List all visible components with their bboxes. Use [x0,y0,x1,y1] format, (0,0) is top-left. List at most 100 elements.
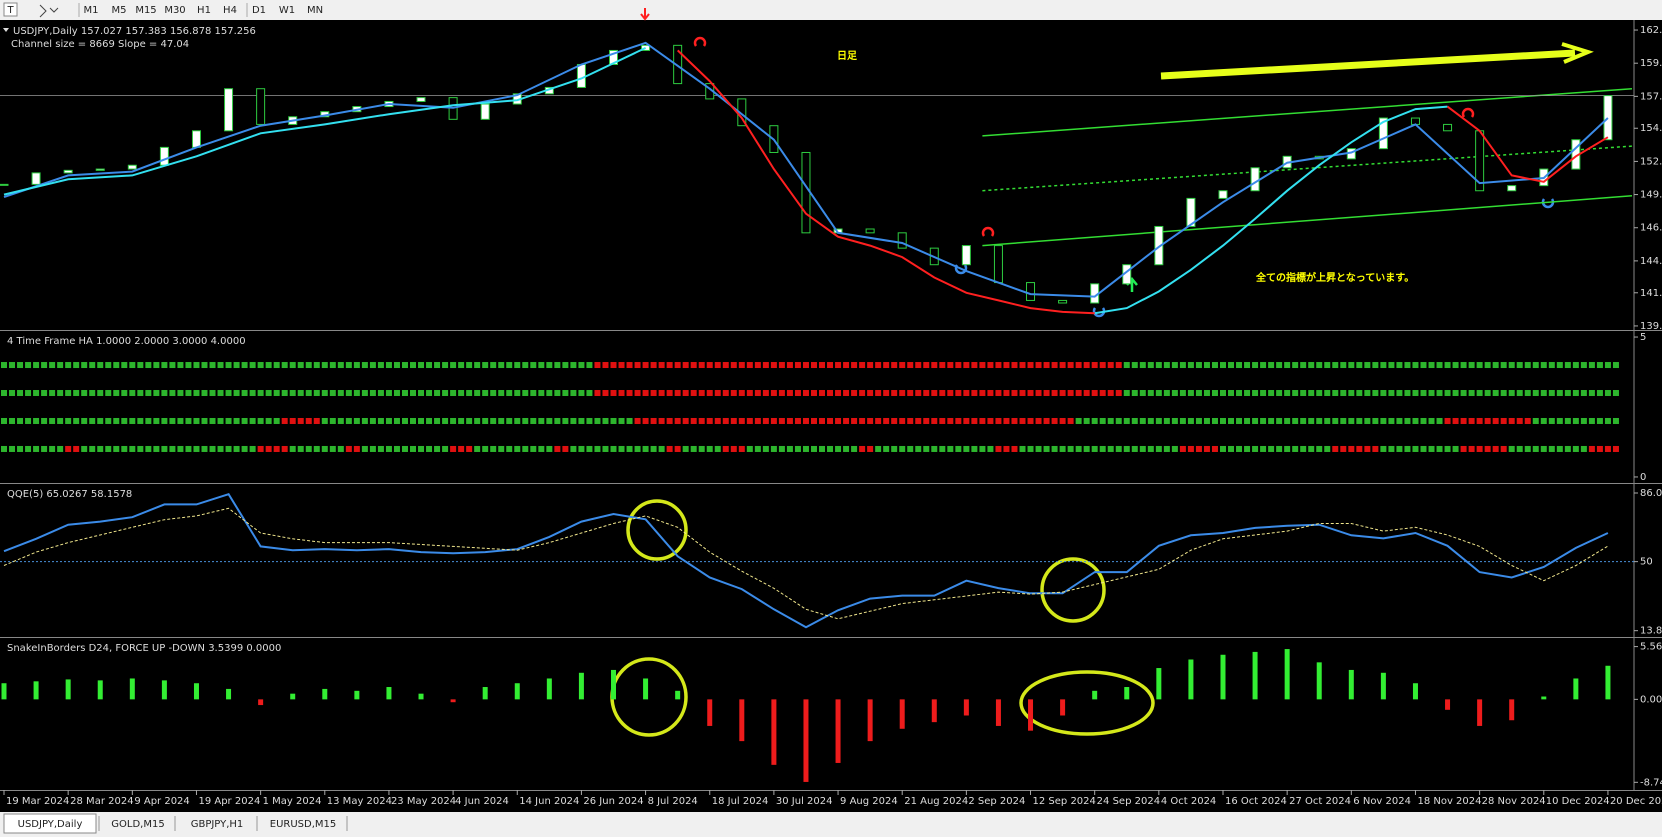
ha-dot [827,445,834,452]
tab-label[interactable]: EURUSD,M15 [270,819,336,830]
ha-dot [1468,445,1475,452]
tab[interactable] [3,813,97,834]
timeframe-button[interactable]: M30 [164,5,185,16]
timeframe-button[interactable]: W1 [279,5,295,16]
ha-dot [594,362,601,369]
ha-dot [137,390,144,397]
ha-dot [891,417,898,424]
tab-label[interactable]: GOLD,M15 [111,819,164,830]
timeframe-button[interactable]: D1 [252,5,266,16]
timeframe-button[interactable]: H4 [223,5,237,16]
ha-dot [1195,445,1202,452]
ha-dot [1300,362,1307,369]
ha-dot [265,417,272,424]
ha-dot [947,362,954,369]
ha-dot [1083,362,1090,369]
ha-dot [1452,390,1459,397]
toolbar-icon[interactable]: T [6,5,14,16]
x-tick-label: 27 Oct 2024 [1289,796,1351,807]
ha-dot [1516,417,1523,424]
ha-dot [177,362,184,369]
ha-dot [1139,390,1146,397]
ha-dot [273,445,280,452]
ha-dot [530,417,537,424]
ha-dot [1524,362,1531,369]
ha-dot [1131,390,1138,397]
ha-dot [650,362,657,369]
highlight-circles [610,499,1155,737]
ha-dot [586,417,593,424]
ha-dot [802,445,809,452]
x-tick-label: 4 Jun 2024 [455,796,509,807]
ha-dot [1187,417,1194,424]
ha-dot [1364,445,1371,452]
ha-dot [538,390,545,397]
histogram-bar [258,699,264,706]
ha-dot [305,390,312,397]
ha-dot [530,390,537,397]
ha-dot [1075,362,1082,369]
tab[interactable] [262,814,344,833]
ha-dot [89,445,96,452]
tab[interactable] [180,814,254,833]
ha-dot [113,362,120,369]
histogram-bar [546,678,552,700]
tab[interactable] [104,814,172,833]
histogram-bar [643,678,649,700]
ha-dot [1019,390,1026,397]
ha-dot [634,390,641,397]
timeframe-button[interactable]: M5 [112,5,127,16]
ha-dot [1420,362,1427,369]
ha-dot [1460,445,1467,452]
ha-dot [1179,445,1186,452]
x-tick-label: 28 Nov 2024 [1482,796,1546,807]
ha-dot [1420,417,1427,424]
ha-dot [1236,390,1243,397]
ha-dot [1195,417,1202,424]
x-tick-label: 28 Mar 2024 [70,796,133,807]
toolbar-icon-box[interactable] [3,2,18,17]
ha-dot [706,417,713,424]
tab-label[interactable]: GBPJPY,H1 [191,819,244,830]
candle [1154,225,1164,266]
candle [865,228,875,234]
ha-dot [810,417,817,424]
ha-dot [1284,417,1291,424]
ha-dot [1260,362,1267,369]
ha-dot [1540,390,1547,397]
ha-dot [1412,417,1419,424]
ha-dot [426,445,433,452]
ha-dot [1372,417,1379,424]
ha-dot [1572,390,1579,397]
ha-dot [746,445,753,452]
ha-dot [369,445,376,452]
ha-dot [1596,417,1603,424]
ha-dot [89,417,96,424]
ha-dot [843,390,850,397]
candle [673,44,683,85]
ha-dot [1580,362,1587,369]
timeframe-button[interactable]: M1 [84,5,99,16]
candle [993,245,1003,284]
ha-dot [1075,417,1082,424]
ha-dot [522,445,529,452]
toolbar-tool-icon[interactable] [39,4,59,18]
ha-dot [377,390,384,397]
ha-dot [626,390,633,397]
ha-dot [907,362,914,369]
timeframe-button[interactable]: MN [307,5,323,16]
ha-dot [1,417,7,424]
ha-dot [738,390,745,397]
histogram-bar [1541,696,1547,700]
ha-dot [658,445,665,452]
ha-dot [915,390,922,397]
ha-dot [289,445,296,452]
ha-dot [257,390,264,397]
ha-dot [1372,362,1379,369]
timeframe-button[interactable]: M15 [135,5,156,16]
tab-label[interactable]: USDJPY,Daily [18,819,83,830]
ha-dot [1332,445,1339,452]
ha-dot [1460,390,1467,397]
ha-dot [963,362,970,369]
timeframe-button[interactable]: H1 [197,5,211,16]
